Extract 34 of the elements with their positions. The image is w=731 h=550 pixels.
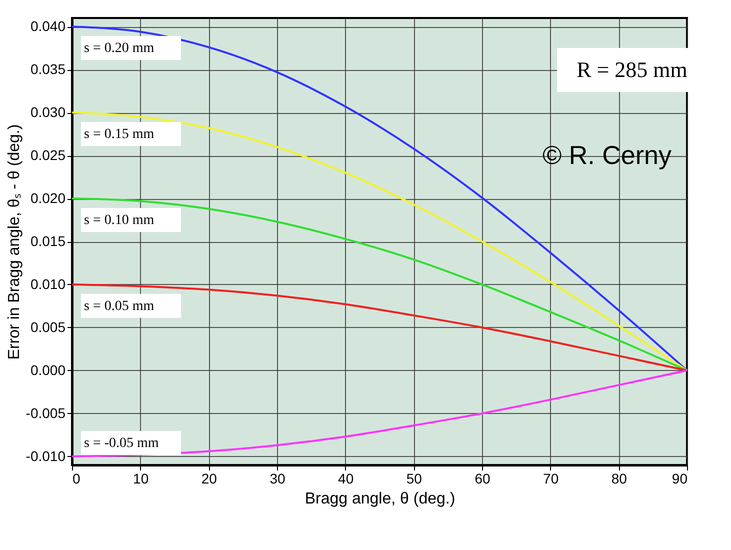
line-series [71, 26, 688, 372]
x-tick-label: 0 [72, 470, 80, 486]
series-label: s = 0.05 mm [84, 298, 154, 314]
y-tick-label: 0.015 [30, 233, 66, 249]
x-tick-label: 10 [133, 470, 149, 486]
line-series [71, 112, 688, 372]
y-axis-title: Error in Bragg angle, θₛ - θ (deg.) [6, 124, 23, 360]
y-tick-label: 0.040 [30, 18, 66, 34]
y-tick-label: -0.010 [26, 448, 66, 464]
x-tick-label: 90 [672, 470, 688, 486]
line-series [71, 283, 688, 372]
y-tick-label: 0.000 [30, 362, 66, 378]
series-label: s = 0.10 mm [84, 212, 154, 228]
x-tick-label: 70 [543, 470, 559, 486]
series-label: s = -0.05 mm [84, 436, 159, 451]
x-tick-label: 50 [406, 470, 422, 486]
y-tick-label: -0.005 [26, 404, 66, 421]
y-tick-label: 0.020 [30, 190, 66, 206]
series-label: s = 0.20 mm [84, 41, 154, 56]
x-tick-label: 60 [474, 470, 490, 486]
x-tick-label: 80 [611, 470, 628, 486]
x-tick-label: 30 [270, 470, 286, 486]
x-tick-label: 40 [338, 470, 354, 486]
annotation: R = 285 mm [576, 57, 688, 82]
x-tick-label: 20 [201, 470, 218, 486]
y-tick-label: 0.025 [30, 147, 66, 164]
series-label: s = 0.15 mm [84, 127, 154, 142]
line-series [71, 198, 688, 372]
line-series [71, 369, 688, 458]
y-tick-label: 0.030 [30, 104, 66, 120]
y-tick-label: 0.035 [30, 61, 66, 78]
y-tick-label: 0.005 [30, 318, 66, 335]
x-axis-title: Bragg angle, θ (deg.) [304, 490, 456, 508]
y-tick-label: 0.010 [30, 276, 66, 292]
